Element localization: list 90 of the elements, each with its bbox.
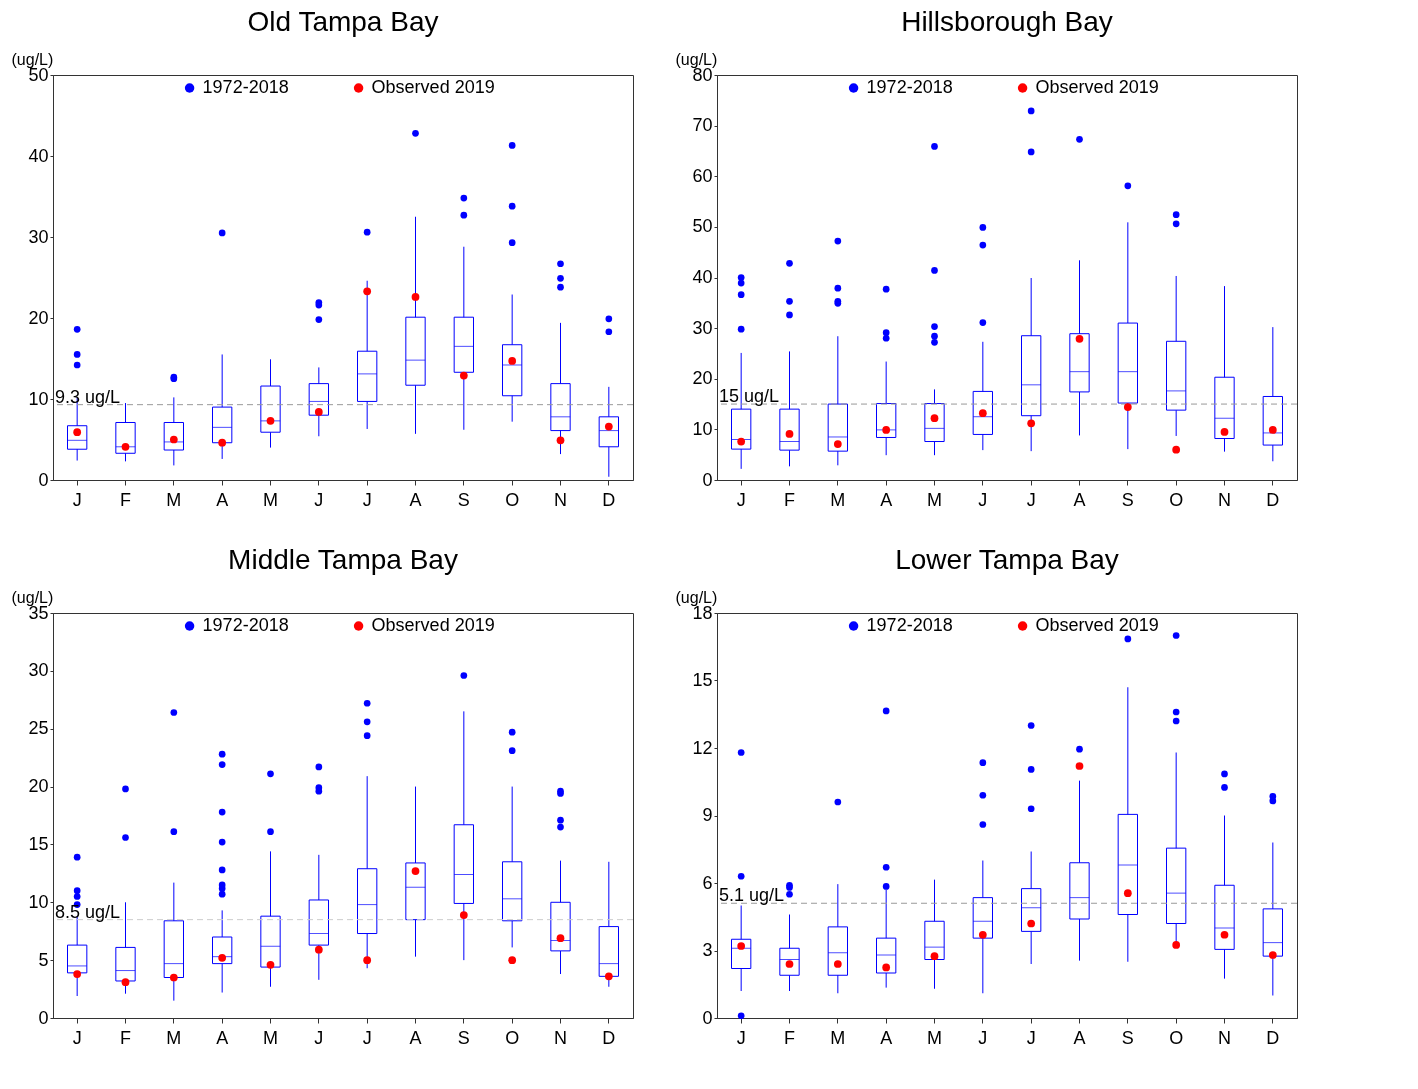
y-tick-label: 60: [692, 165, 713, 186]
y-tick-label: 50: [692, 216, 713, 237]
y-tick-label: 5: [38, 949, 49, 970]
x-tick-label: M: [927, 1027, 942, 1048]
legend-label: Observed 2019: [371, 77, 495, 97]
x-tick-label: F: [784, 489, 795, 510]
x-tick-label: A: [1073, 1027, 1086, 1048]
x-tick-label: M: [830, 489, 846, 510]
x-tick-label: J: [1026, 1027, 1036, 1048]
y-tick-label: 0: [702, 469, 713, 490]
y-tick-label: 40: [692, 267, 713, 287]
y-tick-label: 30: [692, 317, 713, 338]
legend-label: 1972-2018: [202, 615, 289, 635]
y-tick-label: 3: [702, 940, 713, 960]
legend-label: Observed 2019: [1035, 615, 1159, 635]
x-tick-label: J: [314, 1027, 324, 1048]
x-tick-label: N: [1218, 489, 1231, 510]
y-tick-label: 9: [702, 805, 713, 825]
y-tick-label: 20: [692, 368, 713, 389]
chart-title: Lower Tampa Bay: [895, 544, 1119, 575]
y-tick-label: 15: [28, 833, 49, 854]
x-tick-label: O: [1169, 1027, 1184, 1048]
x-tick-label: N: [1218, 1027, 1231, 1048]
x-tick-label: S: [1121, 1027, 1134, 1048]
x-tick-label: A: [880, 1027, 893, 1048]
x-tick-label: A: [1073, 489, 1086, 510]
y-tick-label: 12: [692, 737, 713, 758]
x-tick-label: O: [1169, 489, 1184, 510]
y-tick-label: 15: [692, 670, 713, 690]
x-tick-label: D: [602, 489, 616, 510]
x-tick-label: O: [505, 489, 520, 510]
x-tick-label: M: [166, 489, 182, 510]
x-tick-label: M: [830, 1027, 846, 1048]
x-tick-label: J: [362, 489, 372, 510]
x-tick-label: J: [736, 489, 746, 510]
ref-line-label: 9.3 ug/L: [55, 386, 121, 407]
x-tick-label: A: [216, 489, 229, 510]
x-tick-label: J: [314, 489, 324, 510]
x-tick-label: M: [263, 1027, 278, 1048]
x-tick-label: F: [120, 489, 131, 510]
x-tick-label: F: [120, 1027, 131, 1048]
y-tick-label: 10: [28, 891, 49, 912]
x-tick-label: D: [602, 1027, 616, 1048]
x-tick-label: M: [166, 1027, 182, 1048]
legend-label: 1972-2018: [202, 77, 289, 97]
x-tick-label: F: [784, 1027, 795, 1048]
x-tick-label: J: [736, 1027, 746, 1048]
y-tick-label: 30: [28, 660, 49, 681]
x-tick-label: J: [978, 1027, 988, 1048]
y-tick-label: 0: [38, 469, 49, 490]
chart-title: Hillsborough Bay: [901, 6, 1113, 37]
x-tick-label: A: [409, 1027, 422, 1048]
y-tick-label: 0: [38, 1007, 49, 1028]
x-tick-label: S: [457, 1027, 470, 1048]
x-tick-label: J: [72, 489, 82, 510]
legend-label: 1972-2018: [866, 615, 953, 635]
y-tick-label: 40: [28, 145, 49, 166]
x-tick-label: J: [1026, 489, 1036, 510]
x-tick-label: J: [978, 489, 988, 510]
y-tick-label: 20: [28, 307, 49, 328]
legend-label: 1972-2018: [866, 77, 953, 97]
x-tick-label: J: [72, 1027, 82, 1048]
x-tick-label: O: [505, 1027, 520, 1048]
legend-label: Observed 2019: [371, 615, 495, 635]
y-tick-label: 70: [692, 115, 713, 136]
x-tick-label: S: [1121, 489, 1134, 510]
y-tick-label: 0: [702, 1007, 713, 1028]
ref-line-label: 15 ug/L: [719, 386, 780, 407]
y-tick-label: 30: [28, 226, 49, 247]
x-tick-label: S: [457, 489, 470, 510]
y-tick-label: 10: [692, 418, 713, 439]
x-tick-label: D: [1266, 489, 1280, 510]
y-tick-label: 6: [702, 872, 713, 893]
chart-title: Middle Tampa Bay: [228, 544, 458, 575]
legend-label: Observed 2019: [1035, 77, 1159, 97]
x-tick-label: A: [880, 489, 893, 510]
chart-title: Old Tampa Bay: [247, 6, 439, 37]
ref-line-label: 8.5 ug/L: [55, 901, 121, 922]
x-tick-label: N: [554, 1027, 567, 1048]
x-tick-label: N: [554, 489, 567, 510]
ref-line-label: 5.1 ug/L: [719, 885, 785, 906]
x-tick-label: M: [927, 489, 942, 510]
x-tick-label: D: [1266, 1027, 1280, 1048]
y-tick-label: 10: [28, 388, 49, 409]
x-tick-label: M: [263, 489, 278, 510]
y-tick-label: 20: [28, 776, 49, 797]
x-tick-label: A: [409, 489, 422, 510]
x-tick-label: J: [362, 1027, 372, 1048]
y-tick-label: 25: [28, 718, 49, 739]
x-tick-label: A: [216, 1027, 229, 1048]
